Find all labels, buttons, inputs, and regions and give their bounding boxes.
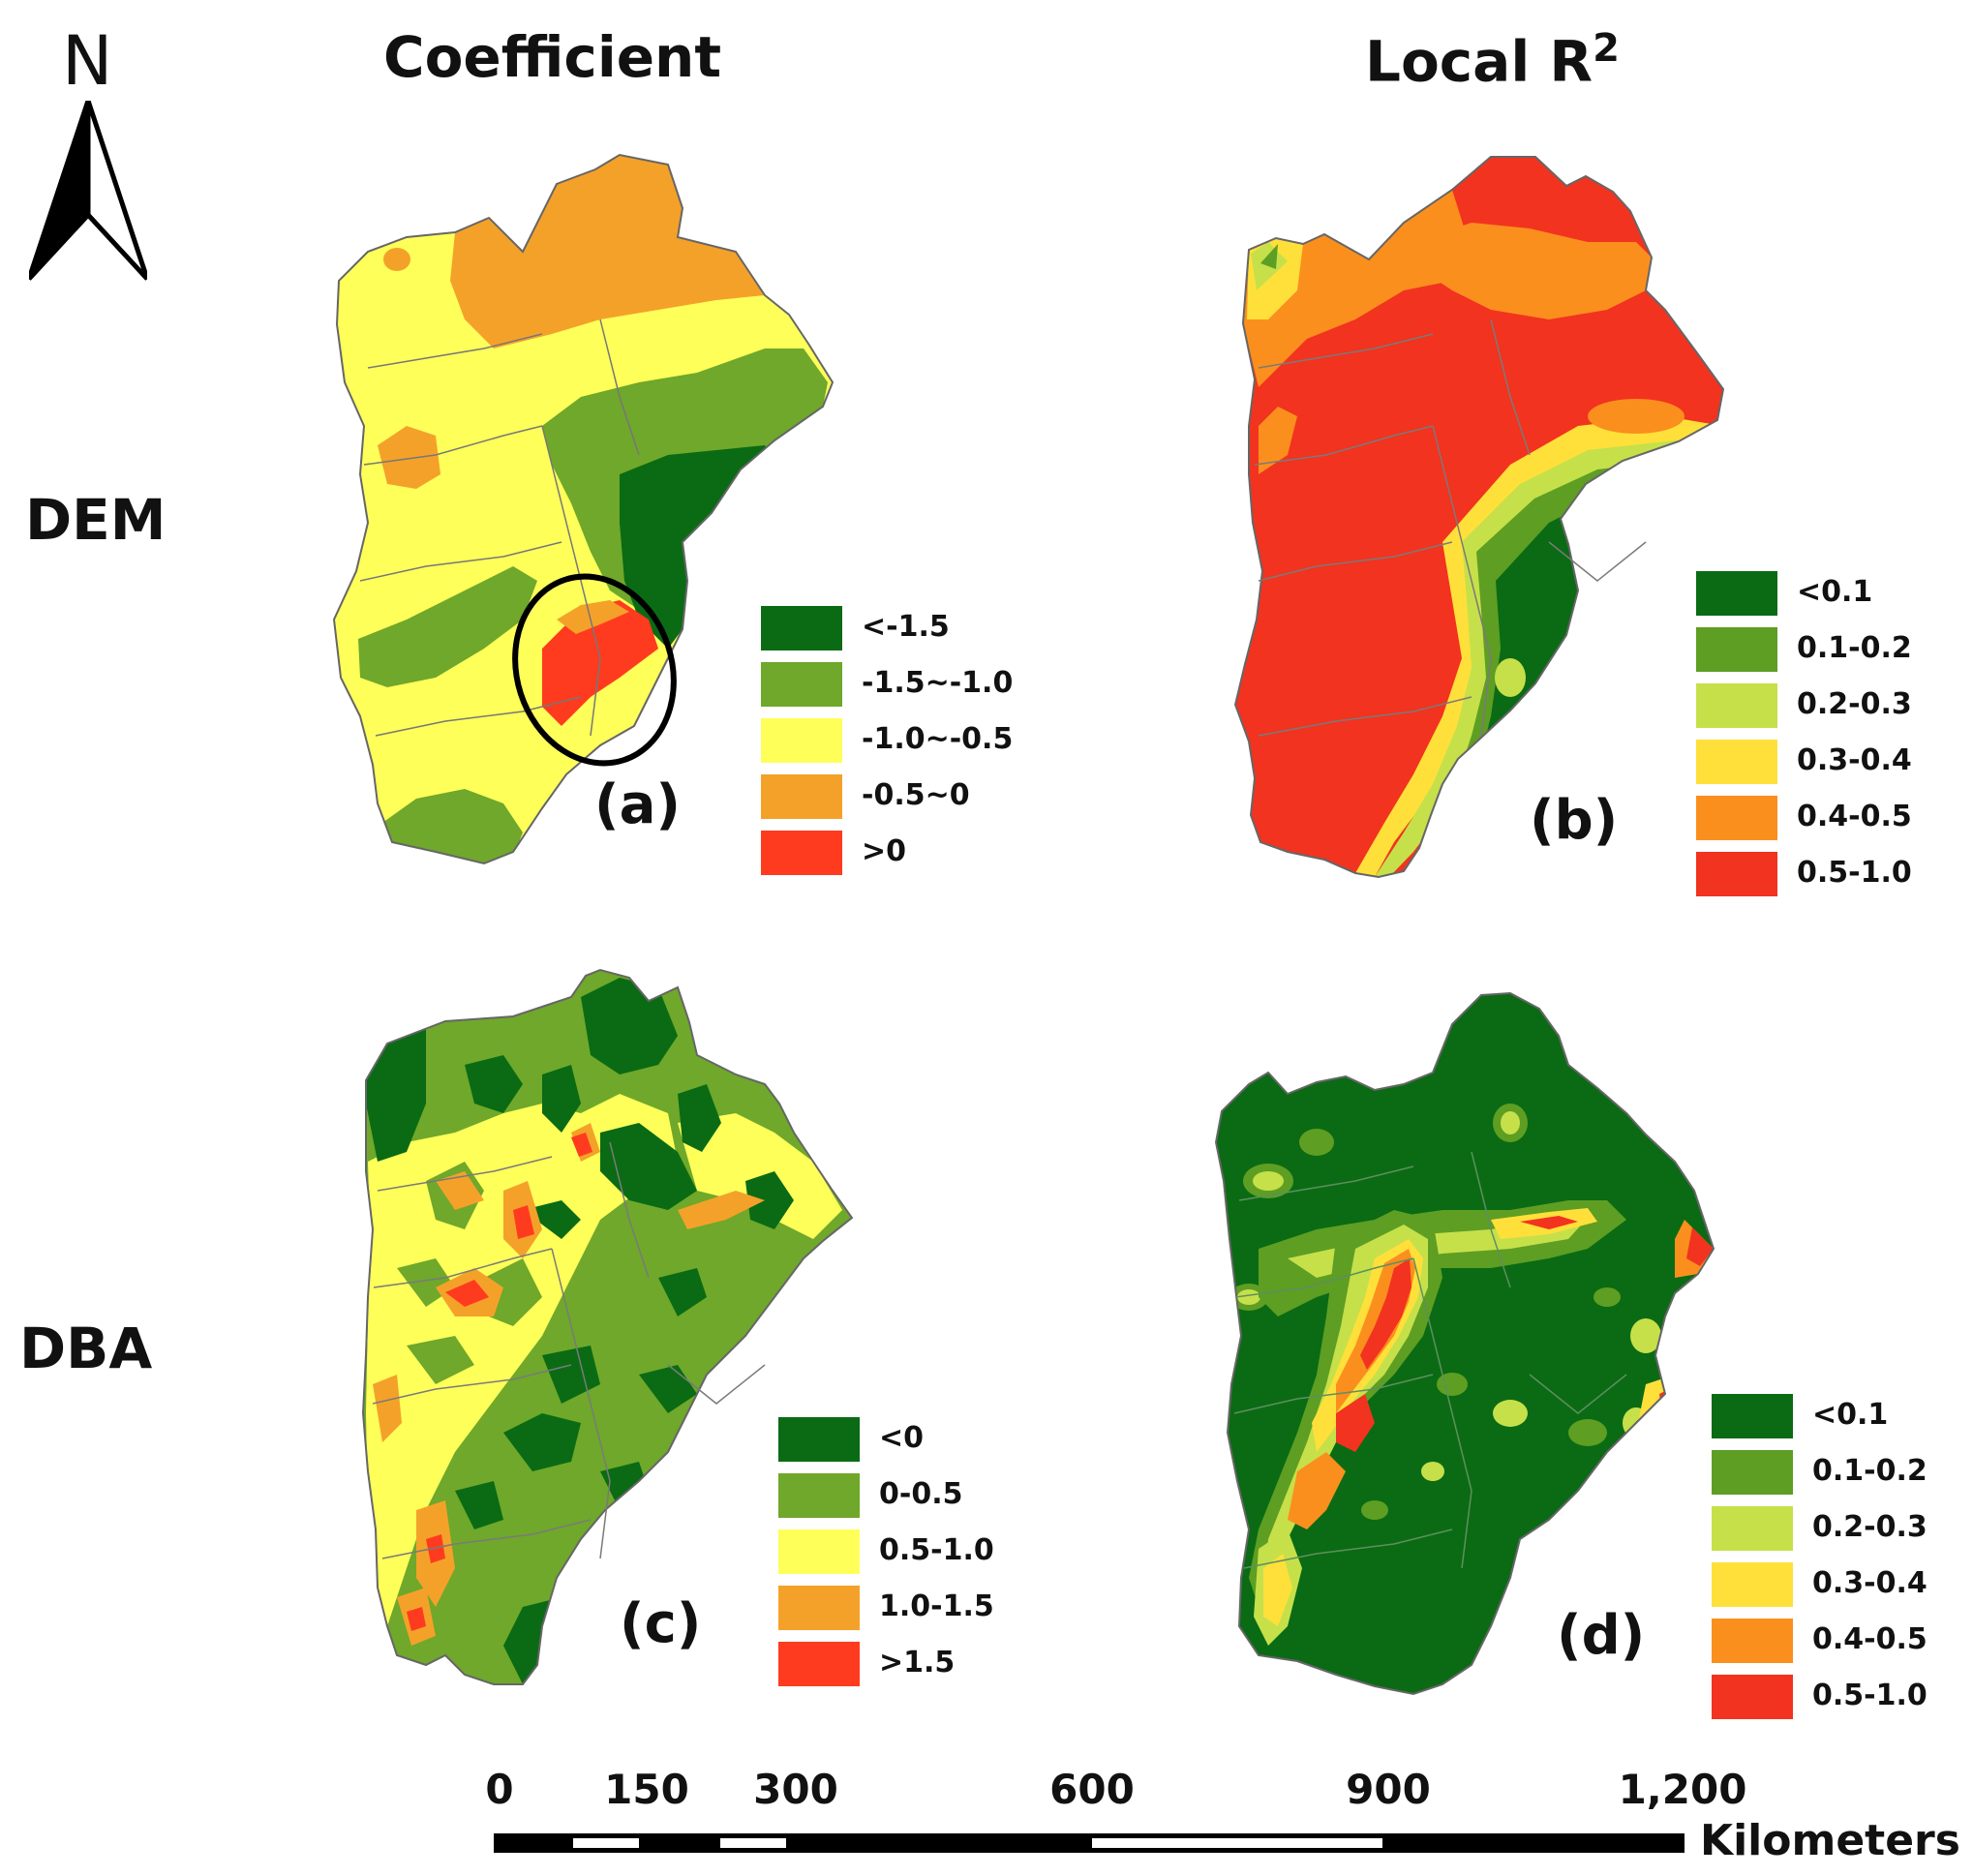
admin-boundaries-d — [1233, 1151, 1627, 1569]
legend-swatch — [1696, 740, 1777, 784]
legend-swatch — [1696, 683, 1777, 728]
legend-swatch — [1696, 852, 1777, 896]
legend-swatch — [1712, 1562, 1793, 1607]
legend-label: -1.5~-1.0 — [862, 666, 1014, 700]
legend-swatch — [1712, 1675, 1793, 1719]
legend-swatch — [1712, 1506, 1793, 1551]
scale-tick-label: 150 — [604, 1766, 689, 1813]
legend-label: <0 — [879, 1421, 925, 1455]
legend-swatch — [778, 1473, 860, 1518]
legend-label: 0.5-1.0 — [879, 1533, 994, 1567]
legend-label: >0 — [862, 834, 907, 868]
admin-boundaries-b — [1254, 318, 1647, 737]
legend-label: -0.5~0 — [862, 778, 970, 812]
legend-label: 0.1-0.2 — [1812, 1454, 1927, 1488]
local-r2-title-text: Local R — [1365, 28, 1594, 95]
legend-swatch — [1712, 1619, 1793, 1663]
local-r2-superscript: 2 — [1593, 26, 1620, 71]
legend-label: 0.3-0.4 — [1797, 743, 1912, 777]
local-r2-dem-surface — [1235, 157, 1723, 877]
legend-label: 0.5-1.0 — [1797, 856, 1912, 890]
legend-label: <0.1 — [1797, 575, 1873, 609]
highlight-circle — [512, 573, 677, 767]
legend-swatch — [1696, 571, 1777, 616]
panel-label-b: (b) — [1530, 789, 1619, 852]
panel-label-a: (a) — [594, 773, 681, 836]
legend-swatch — [778, 1529, 860, 1574]
dba-row-title: DBA — [19, 1316, 153, 1381]
legend-label: 0.2-0.3 — [1797, 687, 1912, 721]
legend-label: 1.0-1.5 — [879, 1589, 994, 1623]
scale-bar — [494, 1833, 1685, 1853]
legend-label: 0.5-1.0 — [1812, 1679, 1927, 1712]
admin-boundaries-c — [372, 1141, 766, 1559]
legend-swatch — [778, 1586, 860, 1630]
legend-swatch — [1696, 627, 1777, 672]
north-arrow-icon — [29, 101, 147, 281]
legend-label: >1.5 — [879, 1646, 956, 1679]
legend-label: 0.3-0.4 — [1812, 1566, 1927, 1600]
scale-tick-label: 900 — [1346, 1766, 1431, 1813]
dem-row-title: DEM — [25, 487, 167, 553]
legend-label: 0.4-0.5 — [1797, 800, 1912, 833]
scale-unit-label: Kilometers — [1700, 1816, 1960, 1865]
legend-label: -1.0~-0.5 — [862, 722, 1014, 756]
scale-tick-label: 1,200 — [1618, 1766, 1747, 1813]
legend-label: 0-0.5 — [879, 1477, 963, 1511]
legend-swatch — [761, 606, 842, 651]
admin-boundaries-a — [359, 318, 640, 737]
legend-swatch — [761, 774, 842, 819]
legend-label: 0.2-0.3 — [1812, 1510, 1927, 1544]
legend-swatch — [1696, 796, 1777, 840]
scale-tick-label: 0 — [485, 1766, 514, 1813]
legend-label: <0.1 — [1812, 1398, 1889, 1432]
legend-swatch — [1712, 1394, 1793, 1438]
scale-tick-label: 300 — [753, 1766, 838, 1813]
legend-swatch — [778, 1642, 860, 1686]
legend-swatch — [1712, 1450, 1793, 1495]
local-r2-dba-surface — [1216, 993, 1714, 1694]
legend-label: <-1.5 — [862, 610, 950, 644]
legend-swatch — [761, 662, 842, 707]
north-label: N — [62, 21, 113, 101]
legend-label: 0.4-0.5 — [1812, 1622, 1927, 1656]
panel-label-c: (c) — [620, 1592, 702, 1655]
coefficient-column-title: Coefficient — [383, 24, 722, 90]
legend-swatch — [761, 718, 842, 763]
local-r2-column-title: Local R2 — [1365, 29, 1620, 89]
legend-swatch — [778, 1417, 860, 1462]
legend-swatch — [761, 831, 842, 875]
panel-label-d: (d) — [1557, 1604, 1646, 1667]
scale-tick-label: 600 — [1049, 1766, 1135, 1813]
legend-label: 0.1-0.2 — [1797, 631, 1912, 665]
